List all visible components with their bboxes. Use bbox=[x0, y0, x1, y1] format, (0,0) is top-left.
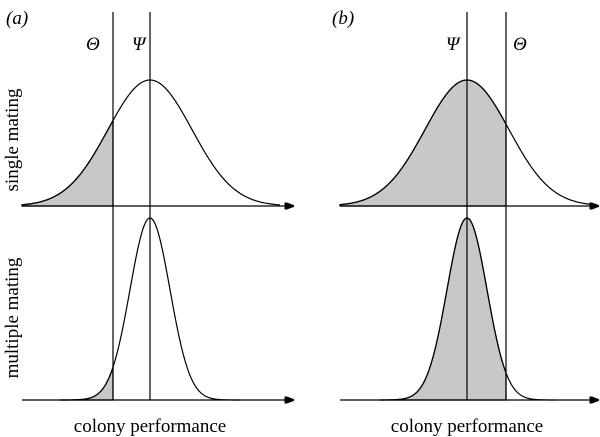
panel-label: (b) bbox=[332, 8, 354, 29]
shaded-area bbox=[21, 118, 114, 207]
shaded-area bbox=[339, 79, 507, 207]
optimum-label: Ψ bbox=[446, 34, 461, 55]
shaded-area bbox=[59, 366, 114, 401]
row-label: single mating bbox=[2, 88, 23, 191]
threshold-label: Θ bbox=[86, 34, 100, 55]
distribution-curve bbox=[21, 79, 281, 206]
x-axis-label: colony performance bbox=[391, 416, 543, 437]
curves bbox=[21, 79, 596, 401]
x-axis-label: colony performance bbox=[74, 416, 226, 437]
threshold-label: Θ bbox=[513, 34, 527, 55]
row-label: multiple mating bbox=[2, 257, 23, 378]
panel-label: (a) bbox=[6, 8, 28, 29]
optimum-label: Ψ bbox=[132, 34, 147, 55]
